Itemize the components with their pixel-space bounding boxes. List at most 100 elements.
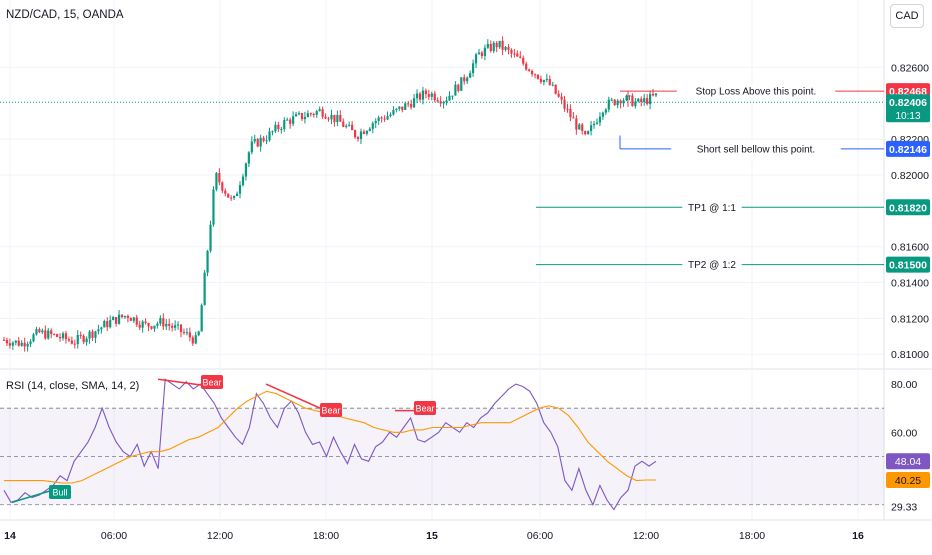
candle-body	[256, 139, 259, 147]
candle-body	[324, 116, 327, 119]
candle-body	[643, 98, 646, 103]
candle-body	[595, 122, 599, 124]
candle-body	[587, 131, 590, 135]
candle-body	[418, 93, 422, 100]
candle-body	[424, 90, 427, 95]
candle-body	[174, 325, 177, 328]
candle-body	[634, 101, 637, 107]
candle-body	[97, 329, 100, 332]
divergence-label: Bear	[202, 378, 221, 388]
rsi-value-text: 48.04	[895, 456, 921, 468]
rsi-ma-value-text: 40.25	[895, 475, 921, 487]
candle-body	[392, 109, 395, 115]
candle-body	[489, 43, 492, 51]
candle-body	[581, 124, 584, 132]
candle-body	[507, 47, 510, 50]
candle-body	[513, 53, 516, 55]
candle-body	[353, 130, 357, 138]
candle-body	[530, 70, 534, 75]
candle-body	[300, 113, 304, 120]
candle-body	[147, 323, 150, 327]
candle-body	[648, 93, 652, 105]
candle-body	[209, 224, 212, 251]
candle-body	[292, 116, 295, 124]
candle-body	[286, 119, 289, 121]
candle-body	[44, 330, 47, 339]
candle-body	[383, 118, 386, 120]
candle-body	[61, 333, 65, 339]
candle-body	[471, 63, 475, 74]
candle-body	[218, 172, 221, 183]
candle-body	[539, 78, 543, 83]
candle-body	[525, 63, 528, 70]
candle-body	[318, 109, 321, 112]
candle-body	[103, 321, 106, 328]
candle-body	[460, 77, 463, 91]
rsi-indicator-title[interactable]: RSI (14, close, SMA, 14, 2)	[6, 380, 140, 392]
candle-body	[545, 78, 548, 81]
candle-body	[17, 340, 20, 346]
candle-body	[336, 115, 339, 123]
candle-body	[401, 106, 404, 110]
candle-body	[8, 343, 12, 346]
level-label: TP2 @ 1:2	[688, 260, 736, 271]
divergence-label: Bear	[415, 404, 434, 414]
candle-body	[474, 54, 478, 64]
candle-body	[153, 325, 156, 329]
time-tick-label: 18:00	[313, 530, 339, 542]
candle-body	[483, 47, 486, 56]
candle-body	[386, 116, 389, 120]
candle-body	[439, 101, 442, 104]
candle-body	[230, 197, 233, 199]
candle-body	[14, 340, 17, 343]
candle-body	[646, 98, 649, 105]
candle-body	[380, 117, 383, 119]
candle-body	[362, 131, 366, 134]
last-price-tag	[886, 94, 930, 123]
candle-body	[427, 94, 430, 97]
price-tick-label: 0.81000	[891, 349, 929, 361]
candle-body	[619, 100, 622, 104]
rsi-tick-label: 80.00	[891, 379, 917, 391]
candle-body	[519, 56, 522, 58]
candle-body	[359, 131, 363, 140]
candle-body	[551, 84, 554, 86]
currency-button[interactable]: CAD	[890, 4, 924, 28]
candle-body	[451, 95, 454, 97]
candle-body	[563, 99, 566, 109]
candle-body	[625, 95, 628, 101]
candle-body	[637, 98, 640, 102]
time-tick-label: 14	[4, 530, 16, 542]
candle-body	[601, 112, 604, 117]
candle-body	[368, 128, 371, 131]
candle-body	[469, 73, 472, 78]
level-price-tag	[886, 256, 930, 273]
candle-body	[395, 108, 398, 110]
candle-body	[191, 337, 194, 344]
candle-body	[64, 333, 68, 340]
candle-body	[463, 77, 466, 82]
candle-body	[433, 93, 436, 101]
divergence-label: Bull	[52, 488, 67, 498]
candle-body	[640, 98, 643, 103]
candle-body	[442, 102, 445, 104]
time-tick-label: 15	[426, 530, 438, 542]
candle-body	[120, 314, 124, 318]
candle-body	[289, 119, 292, 124]
candle-body	[356, 137, 360, 140]
divergence-label-bg	[201, 375, 223, 389]
candle-body	[38, 329, 41, 333]
candle-body	[70, 340, 73, 344]
time-tick-label: 06:00	[101, 530, 127, 542]
candle-body	[94, 331, 97, 338]
candle-body	[622, 100, 625, 104]
candle-body	[504, 47, 507, 50]
candle-body	[404, 103, 407, 110]
level-price-text: 0.81500	[889, 260, 927, 272]
candle-body	[398, 106, 401, 109]
candle-body	[589, 125, 593, 132]
candle-body	[492, 42, 495, 51]
candle-body	[604, 109, 607, 113]
